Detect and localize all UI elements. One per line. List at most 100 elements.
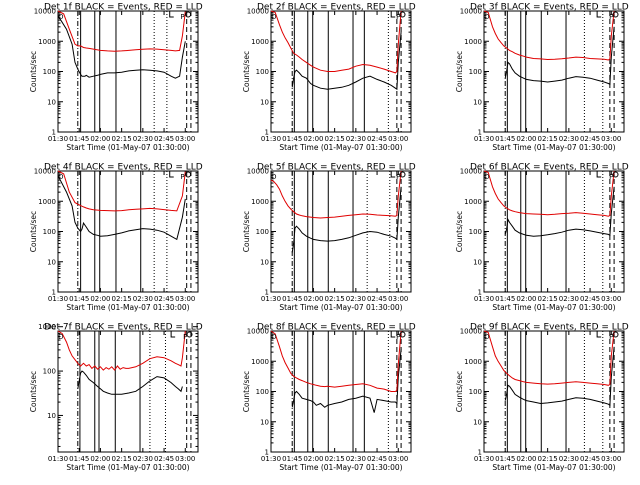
y-tick-label: 10000 (460, 8, 482, 16)
x-axis-label: Start Time (01-May-07 01:30:00) (279, 303, 402, 312)
x-tick-label: 02:45 (154, 455, 174, 463)
marker-circle-icon (612, 171, 619, 178)
y-tick-label: 1000 (251, 38, 269, 46)
x-tick-label: 01:30 (261, 455, 281, 463)
panel-title: Det 3f BLACK = Events, RED = LLD (470, 3, 629, 13)
marker-label: P (609, 173, 613, 181)
y-tick-label: 10 (473, 418, 482, 426)
lld-series-line (483, 330, 615, 386)
x-tick-label: 02:45 (154, 135, 174, 143)
x-tick-label: 01:30 (474, 295, 494, 303)
marker-bracket-icon (169, 171, 174, 178)
detector-panel: Det 1f BLACK = Events, RED = LLD 01:30 01:… (29, 3, 203, 153)
x-tick-label: 02:45 (154, 295, 174, 303)
lld-series-line (57, 330, 186, 371)
x-axis-label: Start Time (01-May-07 01:30:00) (492, 303, 615, 312)
y-tick-label: 10000 (247, 328, 269, 336)
x-tick-label: 01:45 (69, 295, 89, 303)
x-axis-label: Start Time (01-May-07 01:30:00) (66, 303, 189, 312)
y-tick-label: 100 (43, 368, 56, 376)
x-tick-label: 02:45 (367, 295, 387, 303)
x-tick-label: 02:00 (516, 455, 536, 463)
y-tick-label: 10 (47, 412, 56, 420)
detector-panel: Det 5f BLACK = Events, RED = LLD 01:30 01:… (242, 163, 416, 313)
x-tick-label: 03:00 (388, 455, 408, 463)
x-tick-label: 02:00 (90, 295, 110, 303)
x-tick-label: 02:00 (303, 295, 323, 303)
y-tick-label: 10 (260, 98, 269, 106)
y-tick-label: 10 (260, 258, 269, 266)
panel-title: Det 1f BLACK = Events, RED = LLD (44, 3, 203, 13)
x-tick-label: 01:30 (474, 135, 494, 143)
x-tick-label: 01:30 (474, 455, 494, 463)
x-tick-label: 02:15 (112, 295, 132, 303)
marker-bracket-icon (390, 171, 396, 178)
marker-label: P (396, 13, 400, 21)
y-tick-label: 10 (47, 258, 56, 266)
x-tick-label: 02:30 (559, 295, 579, 303)
x-tick-label: 02:00 (303, 135, 323, 143)
panel-title: Det 5f BLACK = Events, RED = LLD (257, 163, 416, 173)
marker-label: D (58, 13, 63, 21)
x-axis-label: Start Time (01-May-07 01:30:00) (279, 143, 402, 152)
x-tick-label: 02:15 (112, 455, 132, 463)
detector-panel: Det 6f BLACK = Events, RED = LLD 01:30 01:… (455, 163, 629, 313)
x-tick-label: 01:45 (69, 455, 89, 463)
detector-panel: Det 4f BLACK = Events, RED = LLD 01:30 01:… (29, 163, 203, 313)
y-tick-label: 10000 (247, 8, 269, 16)
events-series-line (291, 32, 402, 91)
y-tick-label: 10000 (34, 8, 56, 16)
y-axis-label: Counts/sec (455, 51, 464, 92)
x-tick-label: 02:15 (538, 295, 558, 303)
x-tick-label: 02:00 (303, 455, 323, 463)
x-tick-label: 02:45 (580, 455, 600, 463)
marker-label: D (271, 333, 276, 341)
marker-label: D (58, 173, 63, 181)
y-tick-label: 1000 (464, 358, 482, 366)
x-tick-label: 03:00 (601, 295, 621, 303)
panel-title: Det 8f BLACK = Events, RED = LLD (257, 323, 416, 333)
x-tick-label: 02:15 (538, 455, 558, 463)
events-series-line (504, 26, 615, 85)
events-series-line (77, 370, 183, 395)
panel-title: Det 2f BLACK = Events, RED = LLD (257, 3, 416, 13)
y-axis-label: Counts/sec (242, 371, 251, 412)
x-tick-label: 02:15 (325, 135, 345, 143)
y-tick-label: 100 (469, 68, 482, 76)
marker-circle-icon (612, 331, 619, 338)
y-tick-label: 100 (256, 388, 269, 396)
x-tick-label: 02:15 (325, 455, 345, 463)
marker-circle-icon (399, 331, 406, 338)
detector-panel: Det 7f BLACK = Events, RED = LLD 01:30 01:… (29, 323, 203, 473)
y-axis-label: Counts/sec (29, 211, 38, 252)
y-tick-label: 1000 (464, 38, 482, 46)
x-axis-label: Start Time (01-May-07 01:30:00) (492, 143, 615, 152)
plot-frame (57, 330, 199, 453)
marker-bracket-icon (390, 11, 396, 18)
lld-series-line (57, 170, 186, 212)
x-tick-label: 03:00 (388, 135, 408, 143)
marker-label: D (484, 173, 489, 181)
marker-label: D (271, 13, 276, 21)
events-series-line (504, 186, 615, 237)
marker-label: P (609, 333, 613, 341)
y-tick-label: 100 (469, 388, 482, 396)
marker-bracket-icon (596, 11, 602, 18)
y-axis-label: Counts/sec (29, 371, 38, 412)
y-tick-label: 10000 (247, 168, 269, 176)
events-series-line (291, 349, 402, 413)
x-tick-label: 01:45 (69, 135, 89, 143)
y-tick-label: 1000 (251, 198, 269, 206)
x-tick-label: 02:15 (112, 135, 132, 143)
x-tick-label: 02:30 (346, 455, 366, 463)
x-tick-label: 02:45 (367, 455, 387, 463)
y-tick-label: 100 (43, 228, 56, 236)
marker-bracket-icon (596, 331, 602, 338)
y-tick-label: 1 (265, 289, 269, 297)
detector-panel: Det 3f BLACK = Events, RED = LLD 01:30 01:… (455, 3, 629, 153)
detector-panel: Det 2f BLACK = Events, RED = LLD 01:30 01:… (242, 3, 416, 153)
y-tick-label: 1000 (38, 198, 56, 206)
y-tick-label: 1000 (251, 358, 269, 366)
panel-title: Det 4f BLACK = Events, RED = LLD (44, 163, 203, 173)
x-tick-label: 01:45 (495, 135, 515, 143)
